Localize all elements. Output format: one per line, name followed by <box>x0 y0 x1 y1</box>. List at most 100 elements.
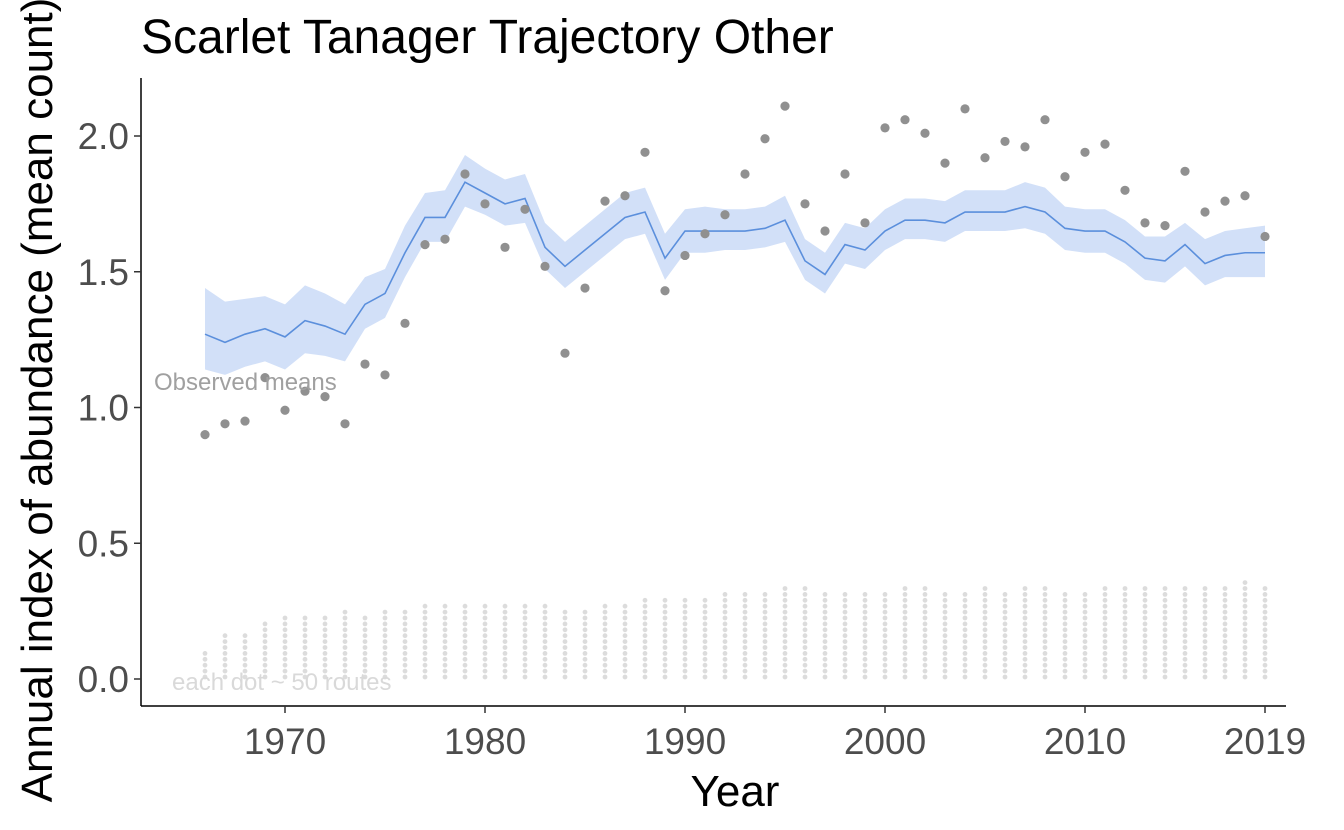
route-dot <box>1182 603 1188 609</box>
route-dot <box>562 615 568 621</box>
route-dot <box>842 662 848 668</box>
route-dot <box>802 621 808 627</box>
route-dot <box>542 639 548 644</box>
route-dot <box>602 656 608 662</box>
observed-mean-point <box>1020 142 1030 152</box>
route-dot <box>1082 645 1088 650</box>
route-dot <box>342 674 348 680</box>
route-dot <box>602 621 608 627</box>
route-dot <box>1002 592 1008 597</box>
route-dot <box>762 621 768 627</box>
route-dot <box>822 674 828 680</box>
route-dot <box>542 656 548 662</box>
route-dot <box>1022 639 1028 644</box>
route-dot <box>922 586 928 591</box>
route-dot <box>1262 597 1268 603</box>
route-dot <box>462 633 468 639</box>
route-dot <box>922 592 928 597</box>
route-dot <box>1142 592 1148 597</box>
route-dot <box>1262 627 1268 633</box>
route-dot <box>662 639 668 644</box>
route-dot <box>562 627 568 633</box>
route-dot <box>782 615 788 621</box>
route-dot <box>1042 645 1048 650</box>
route-dot <box>1122 592 1128 597</box>
route-dot <box>842 627 848 633</box>
route-dot <box>322 662 328 668</box>
route-dot <box>982 651 988 656</box>
route-dot <box>462 639 468 644</box>
route-dot <box>942 633 948 639</box>
y-tick-label: 0.5 <box>78 523 129 564</box>
route-dot <box>442 674 448 680</box>
route-dot <box>962 668 968 674</box>
observed-mean-point <box>760 134 770 144</box>
observed-mean-point <box>620 191 630 201</box>
route-dot <box>782 651 788 656</box>
route-dot <box>822 645 828 650</box>
route-dot <box>982 674 988 680</box>
route-dot <box>322 615 328 621</box>
route-dot <box>642 615 648 621</box>
observed-mean-point <box>1240 191 1250 201</box>
route-dot <box>1062 656 1068 662</box>
route-dot <box>742 656 748 662</box>
route-dot <box>942 668 948 674</box>
route-dot <box>1022 651 1028 656</box>
route-dot <box>1142 621 1148 627</box>
route-dot <box>222 645 228 650</box>
route-dot <box>1262 668 1268 674</box>
route-dot <box>442 615 448 621</box>
observed-mean-point <box>1220 196 1230 206</box>
route-dot <box>862 621 868 627</box>
route-dot <box>802 592 808 597</box>
route-dot <box>1202 656 1208 662</box>
observed-mean-point <box>1060 172 1070 182</box>
route-dot <box>982 668 988 674</box>
route-dot <box>482 603 488 609</box>
route-dot <box>442 609 448 615</box>
route-dot <box>1202 662 1208 668</box>
route-dot <box>1142 586 1148 591</box>
route-dot <box>702 615 708 621</box>
route-dot <box>442 603 448 609</box>
observed-mean-point <box>240 416 250 426</box>
route-dot <box>422 609 428 615</box>
route-dot <box>482 645 488 650</box>
route-dot <box>1202 609 1208 615</box>
route-dot <box>1202 639 1208 644</box>
route-dot <box>442 621 448 627</box>
route-dot <box>1002 674 1008 680</box>
route-dot <box>1262 633 1268 639</box>
route-dot <box>1202 674 1208 680</box>
route-dot <box>982 592 988 597</box>
route-dot <box>1202 668 1208 674</box>
route-dot <box>642 627 648 633</box>
route-dot <box>1102 651 1108 656</box>
route-dot <box>1082 603 1088 609</box>
route-dot <box>842 603 848 609</box>
route-dot <box>422 633 428 639</box>
route-dot <box>1062 597 1068 603</box>
y-tick-label: 0.0 <box>78 659 129 700</box>
route-dot <box>562 656 568 662</box>
x-axis-title: Year <box>691 767 780 816</box>
route-dot <box>1182 597 1188 603</box>
route-dot <box>862 662 868 668</box>
route-dot <box>1182 674 1188 680</box>
route-dot <box>722 609 728 615</box>
route-dot <box>1242 597 1248 603</box>
route-dot <box>302 645 308 650</box>
route-dot <box>382 609 388 615</box>
route-dot <box>902 597 908 603</box>
observed-mean-point <box>420 240 430 250</box>
route-dot <box>1022 592 1028 597</box>
route-dot <box>982 586 988 591</box>
observed-mean-point <box>960 104 970 114</box>
route-dot <box>1242 586 1248 591</box>
route-dot <box>1262 656 1268 662</box>
route-dot <box>622 603 628 609</box>
route-dot <box>642 639 648 644</box>
route-dot <box>542 668 548 674</box>
observed-means-annotation: Observed means <box>154 369 337 396</box>
